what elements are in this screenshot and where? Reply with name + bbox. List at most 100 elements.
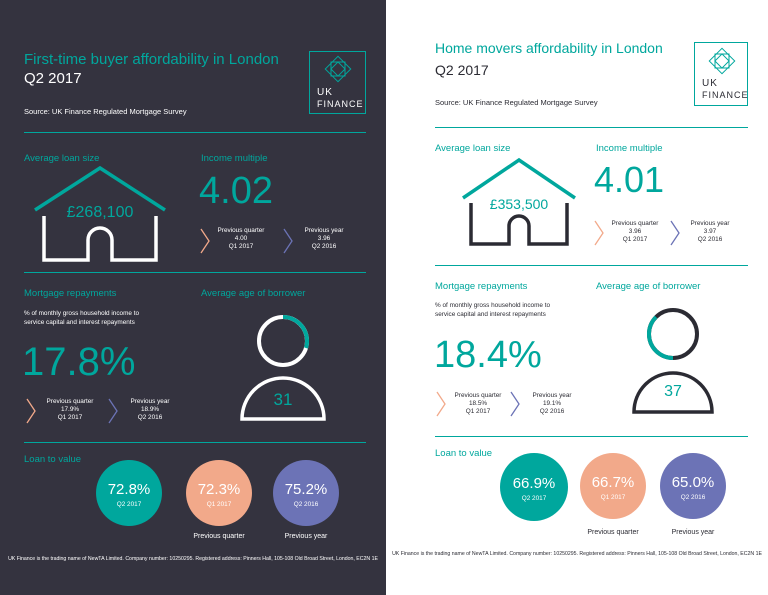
logo-text-finance: FINANCE [317,99,364,109]
average-age-value: 37 [664,383,682,400]
income-multiple-value: 4.01 [594,159,665,200]
logo-text-uk: UK [317,87,333,98]
prev-year-value: 18.9% [140,406,160,413]
ltv-value: 66.9% [512,475,556,492]
ltv-caption: Previous quarter [193,533,245,540]
income-multiple-label: Income multiple [201,153,268,164]
repay-prev-quarter: Previous quarter 17.9% Q1 2017 [40,398,100,422]
mortgage-repayments-description: % of monthly gross household income to s… [435,302,550,319]
average-age-label: Average age of borrower [201,288,306,299]
prev-year-date: Q2 2016 [697,236,723,243]
home-movers-panel: Home movers affordability in London Q2 2… [386,0,768,595]
chevron-right-icon [26,398,36,424]
income-prev-year: Previous year 3.97 Q2 2016 [684,220,736,244]
uk-finance-logo-icon: UK FINANCE [694,42,748,106]
footer-note: UK Finance is the trading name of NewTA … [392,551,762,557]
divider [435,265,748,266]
loan-size-label: Average loan size [435,143,511,154]
ltv-caption: Previous year [284,533,328,540]
description-line-2: service capital and interest repayments [435,310,546,318]
first-time-buyer-panel: First-time buyer affordability in London… [0,0,386,595]
prev-quarter-value: 4.00 [234,235,248,242]
loan-size-value: £268,100 [66,204,134,221]
prev-year-value: 3.96 [317,235,331,242]
chevron-right-icon [200,228,210,254]
prev-year-title: Previous year [304,227,344,234]
panel-title: Home movers affordability in London [435,40,663,56]
prev-quarter-date: Q1 2017 [465,408,491,415]
ltv-value: 72.8% [107,481,151,498]
prev-quarter-date: Q1 2017 [57,414,83,421]
chevron-right-icon [108,398,118,424]
ltv-date: Q1 2017 [600,494,626,501]
prev-quarter-title: Previous quarter [454,392,502,399]
ltv-caption: Previous year [671,529,715,536]
ltv-prev-quarter-circle: 72.3% Q1 2017 [186,460,252,526]
prev-quarter-title: Previous quarter [46,398,94,405]
source-note: Source: UK Finance Regulated Mortgage Su… [435,98,598,107]
ltv-prev-year-circle: 65.0% Q2 2016 [660,453,726,519]
ltv-value: 66.7% [591,474,635,491]
repay-prev-quarter: Previous quarter 18.5% Q1 2017 [448,392,508,416]
footer-note: UK Finance is the trading name of NewTA … [8,556,378,562]
description-line-1: % of monthly gross household income to [435,302,551,309]
logo-text-finance: FINANCE [702,90,749,100]
prev-year-date: Q2 2016 [311,243,337,250]
ltv-prev-quarter-circle: 66.7% Q1 2017 [580,453,646,519]
repay-prev-year: Previous year 18.9% Q2 2016 [122,398,178,422]
ltv-prev-year-circle: 75.2% Q2 2016 [273,460,339,526]
mortgage-repayments-description: % of monthly gross household income to s… [24,310,139,327]
ltv-current-circle: 66.9% Q2 2017 [500,453,568,521]
mortgage-repayments-label: Mortgage repayments [24,288,117,299]
panel-title: First-time buyer affordability in London [24,51,279,68]
chevron-right-icon [594,220,604,246]
prev-year-date: Q2 2016 [137,414,163,421]
income-multiple-label: Income multiple [596,143,663,154]
ltv-date: Q2 2017 [521,495,547,502]
income-prev-quarter: Previous quarter 4.00 Q1 2017 [212,227,270,251]
ltv-date: Q2 2017 [116,501,142,508]
divider [435,127,748,128]
prev-year-value: 3.97 [703,228,717,235]
ltv-caption: Previous quarter [587,529,639,536]
mortgage-repayments-value: 17.8% [22,340,136,384]
prev-year-value: 19.1% [542,400,562,407]
divider [24,442,366,443]
chevron-right-icon [670,220,680,246]
prev-quarter-date: Q1 2017 [228,243,254,250]
ltv-value: 65.0% [671,474,715,491]
income-prev-year: Previous year 3.96 Q2 2016 [298,227,350,251]
ltv-date: Q1 2017 [206,501,232,508]
ltv-current-circle: 72.8% Q2 2017 [96,460,162,526]
description-line-1: % of monthly gross household income to [24,310,140,317]
repay-prev-year: Previous year 19.1% Q2 2016 [524,392,580,416]
prev-quarter-value: 18.5% [468,400,488,407]
chevron-right-icon [436,391,446,417]
prev-year-title: Previous year [690,220,730,227]
source-note: Source: UK Finance Regulated Mortgage Su… [24,107,187,116]
house-icon [462,157,576,246]
divider [24,132,366,133]
income-multiple-value: 4.02 [199,170,273,212]
income-prev-quarter: Previous quarter 3.96 Q1 2017 [606,220,664,244]
loan-size-label: Average loan size [24,153,100,164]
panel-quarter: Q2 2017 [24,70,82,87]
prev-year-title: Previous year [130,398,170,405]
mortgage-repayments-value: 18.4% [434,334,542,376]
house-icon [34,165,166,262]
uk-finance-logo-icon: UK FINANCE [309,51,366,114]
loan-to-value-label: Loan to value [24,454,82,465]
ltv-date: Q2 2016 [680,494,706,501]
loan-size-value: £353,500 [489,196,549,212]
ltv-value: 72.3% [197,481,241,498]
person-icon [240,314,326,421]
logo-text-uk: UK [702,78,718,89]
ltv-value: 75.2% [284,481,328,498]
chevron-right-icon [283,228,293,254]
ltv-date: Q2 2016 [293,501,319,508]
average-age-value: 31 [273,390,293,409]
prev-quarter-title: Previous quarter [217,227,265,234]
chevron-right-icon [510,391,520,417]
prev-year-date: Q2 2016 [539,408,565,415]
person-icon [632,308,714,414]
